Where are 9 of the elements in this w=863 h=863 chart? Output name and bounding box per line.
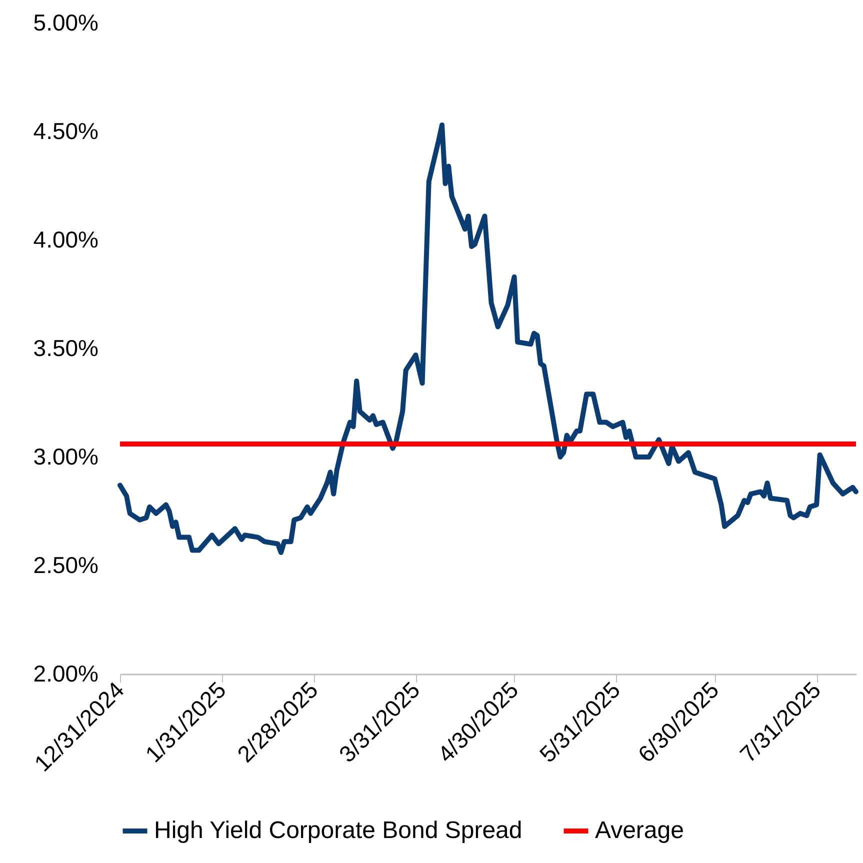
y-tick-label: 2.50%: [33, 552, 98, 578]
legend-label: High Yield Corporate Bond Spread: [154, 817, 522, 844]
y-tick-label: 5.00%: [33, 10, 98, 36]
y-tick-label: 3.50%: [33, 335, 98, 361]
legend-label: Average: [595, 817, 684, 844]
y-tick-label: 4.00%: [33, 226, 98, 252]
y-tick-label: 2.00%: [33, 660, 98, 686]
y-tick-label: 4.50%: [33, 118, 98, 144]
y-tick-label: 3.00%: [33, 444, 98, 470]
